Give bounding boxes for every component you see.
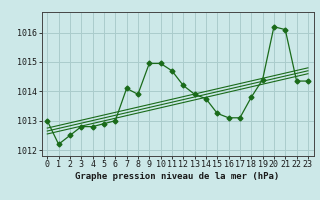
X-axis label: Graphe pression niveau de la mer (hPa): Graphe pression niveau de la mer (hPa) xyxy=(76,172,280,181)
